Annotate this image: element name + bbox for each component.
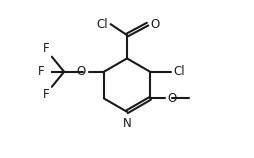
Text: F: F bbox=[43, 88, 50, 101]
Text: N: N bbox=[123, 117, 131, 130]
Text: O: O bbox=[150, 18, 160, 31]
Text: O: O bbox=[76, 65, 85, 78]
Text: F: F bbox=[38, 65, 44, 78]
Text: Cl: Cl bbox=[97, 18, 108, 31]
Text: Cl: Cl bbox=[173, 65, 185, 78]
Text: F: F bbox=[43, 43, 50, 55]
Text: O: O bbox=[168, 92, 177, 105]
